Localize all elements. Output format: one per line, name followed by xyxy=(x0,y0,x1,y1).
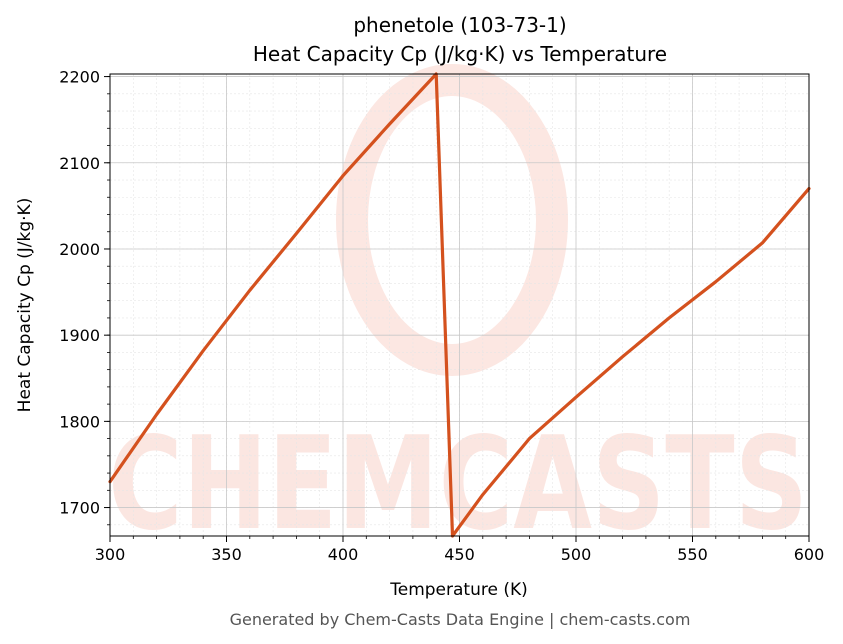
chart-title-line2: Heat Capacity Cp (J/kg·K) vs Temperature xyxy=(253,42,667,66)
chart-title-line1: phenetole (103-73-1) xyxy=(353,13,566,37)
y-tick-label: 2100 xyxy=(59,154,100,173)
watermark: CHEMCASTS xyxy=(108,64,808,559)
y-tick-label: 1700 xyxy=(59,499,100,518)
y-axis-ticks: 1700 1800 1900 2000 2100 2200 xyxy=(59,68,110,526)
y-tick-label: 2200 xyxy=(59,68,100,87)
x-tick-label: 600 xyxy=(794,545,825,564)
footer-credit: Generated by Chem-Casts Data Engine | ch… xyxy=(230,610,691,629)
y-tick-label: 1800 xyxy=(59,412,100,431)
x-tick-label: 550 xyxy=(677,545,708,564)
x-tick-label: 450 xyxy=(444,545,475,564)
y-tick-label: 2000 xyxy=(59,240,100,259)
x-tick-label: 400 xyxy=(328,545,359,564)
x-tick-label: 300 xyxy=(95,545,126,564)
x-tick-label: 500 xyxy=(561,545,592,564)
x-axis-ticks: 300 350 400 450 500 550 600 xyxy=(95,536,825,564)
watermark-logo-ring xyxy=(336,64,568,376)
x-tick-label: 350 xyxy=(211,545,242,564)
y-axis-label: Heat Capacity Cp (J/kg·K) xyxy=(15,198,35,413)
x-axis-label: Temperature (K) xyxy=(389,580,528,600)
watermark-text: CHEMCASTS xyxy=(108,410,808,559)
y-tick-label: 1900 xyxy=(59,326,100,345)
